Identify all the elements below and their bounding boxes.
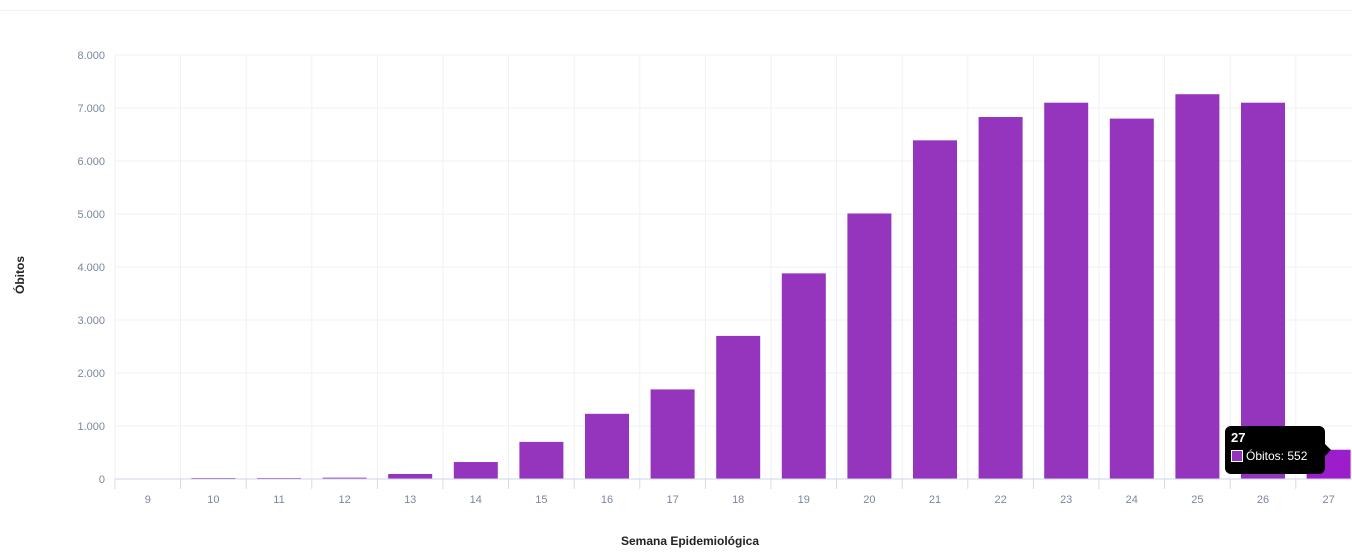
bar <box>1241 102 1285 479</box>
top-divider <box>0 10 1352 11</box>
chart-tooltip: 27 Óbitos: 552 <box>1225 426 1331 474</box>
x-tick-label: 19 <box>798 494 810 506</box>
x-tick-label: 11 <box>273 494 284 506</box>
x-tick-label: 15 <box>535 494 547 506</box>
bar <box>1109 118 1154 479</box>
x-tick-label: 26 <box>1257 494 1269 506</box>
x-tick-label: 13 <box>404 494 416 506</box>
tooltip-arrow <box>1325 444 1331 456</box>
bar <box>322 477 367 479</box>
tooltip-row: Óbitos: 552 <box>1231 449 1319 463</box>
bar-layer <box>191 94 1351 479</box>
bar <box>781 273 826 479</box>
y-axis-title: Óbitos <box>12 256 27 294</box>
bar <box>978 117 1023 479</box>
bar <box>453 462 498 479</box>
bar <box>847 213 892 479</box>
x-axis-title: Semana Epidemiológica <box>621 534 759 548</box>
y-tick-label: 6.000 <box>77 156 105 168</box>
y-tick-label: 8.000 <box>77 50 105 62</box>
bar <box>716 335 761 479</box>
bar <box>1175 94 1220 479</box>
bar <box>650 389 695 479</box>
axis-layer: 0 1.000 2.000 3.000 4.000 5.000 6.000 7.000 8.00… <box>77 50 1352 506</box>
bar <box>1044 102 1089 479</box>
bar <box>388 473 433 479</box>
y-tick-label: 0 <box>99 474 105 486</box>
x-tick-label: 22 <box>994 494 1006 506</box>
x-tick-label: 25 <box>1191 494 1203 506</box>
bar <box>519 441 564 479</box>
x-tick-label: 12 <box>338 494 350 506</box>
tooltip-title: 27 <box>1231 430 1246 445</box>
y-tick-label: 1.000 <box>77 421 105 433</box>
x-tick-label: 20 <box>863 494 875 506</box>
y-tick-label: 3.000 <box>77 315 105 327</box>
bar <box>585 413 629 479</box>
x-tick-label: 16 <box>601 494 613 506</box>
y-tick-label: 2.000 <box>77 368 105 380</box>
x-tick-label: 24 <box>1126 494 1138 506</box>
y-tick-label: 5.000 <box>77 209 105 221</box>
x-tick-label: 23 <box>1060 494 1072 506</box>
x-tick-label: 14 <box>470 494 482 506</box>
tooltip-swatch <box>1231 450 1243 462</box>
x-tick-label: 9 <box>145 494 151 506</box>
x-tick-label: 10 <box>207 494 219 506</box>
tooltip-label: Óbitos: 552 <box>1246 449 1308 463</box>
x-tick-label: 21 <box>929 494 941 506</box>
y-tick-label: 4.000 <box>77 262 105 274</box>
y-tick-label: 7.000 <box>77 103 105 115</box>
x-tick-label: 17 <box>666 494 678 506</box>
x-tick-label: 27 <box>1322 494 1334 506</box>
x-tick-label: 18 <box>732 494 744 506</box>
bar <box>913 140 957 479</box>
